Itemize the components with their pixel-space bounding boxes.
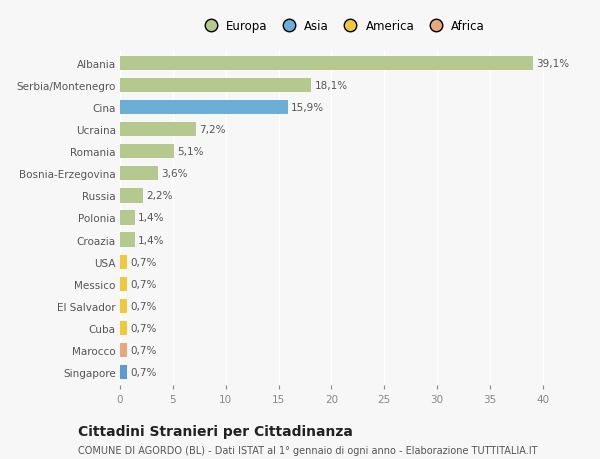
Bar [120,365,127,380]
Text: 39,1%: 39,1% [536,59,569,69]
Bar [120,255,127,269]
Text: Cittadini Stranieri per Cittadinanza: Cittadini Stranieri per Cittadinanza [78,425,353,438]
Bar [120,78,311,93]
Bar [120,189,143,203]
Text: 0,7%: 0,7% [131,323,157,333]
Bar [120,277,127,291]
Text: 0,7%: 0,7% [131,367,157,377]
Text: 0,7%: 0,7% [131,279,157,289]
Bar [120,211,135,225]
Text: 0,7%: 0,7% [131,257,157,267]
Text: COMUNE DI AGORDO (BL) - Dati ISTAT al 1° gennaio di ogni anno - Elaborazione TUT: COMUNE DI AGORDO (BL) - Dati ISTAT al 1°… [78,445,538,455]
Bar [120,233,135,247]
Bar [120,56,533,71]
Text: 15,9%: 15,9% [291,103,325,113]
Legend: Europa, Asia, America, Africa: Europa, Asia, America, Africa [196,16,488,36]
Bar [120,343,127,358]
Bar [120,299,127,313]
Bar [120,145,174,159]
Bar [120,123,196,137]
Text: 1,4%: 1,4% [138,235,164,245]
Text: 0,7%: 0,7% [131,301,157,311]
Bar [120,167,158,181]
Text: 18,1%: 18,1% [314,81,347,91]
Bar [120,321,127,336]
Bar [120,101,288,115]
Text: 1,4%: 1,4% [138,213,164,223]
Text: 5,1%: 5,1% [177,147,203,157]
Text: 3,6%: 3,6% [161,169,188,179]
Text: 7,2%: 7,2% [199,125,226,135]
Text: 0,7%: 0,7% [131,345,157,355]
Text: 2,2%: 2,2% [146,191,173,201]
